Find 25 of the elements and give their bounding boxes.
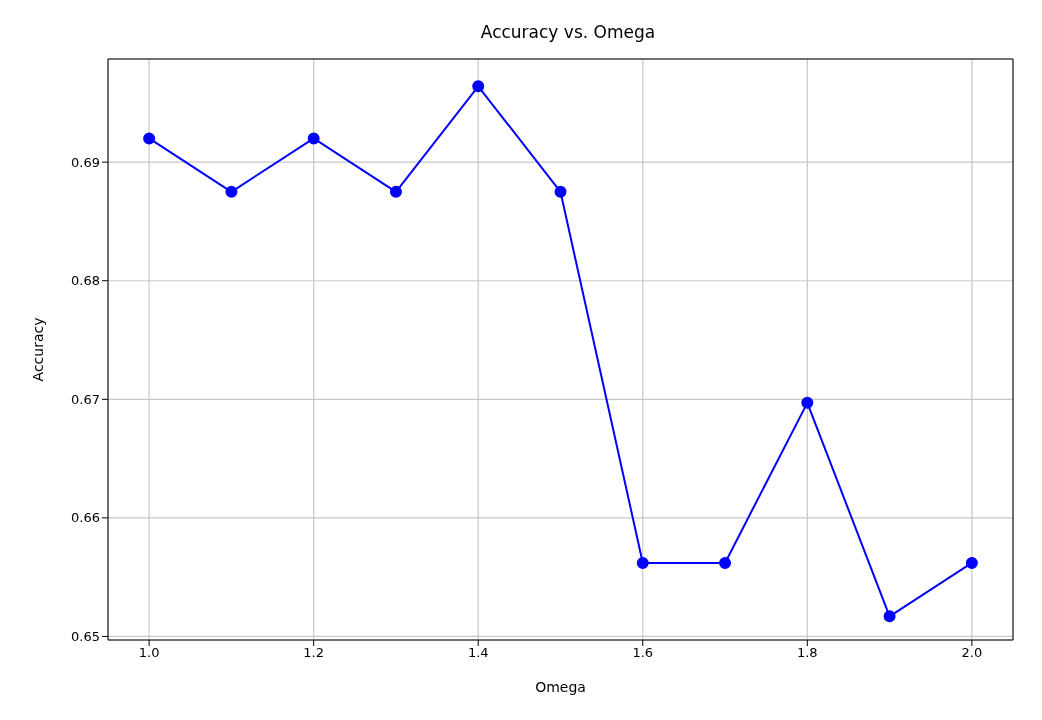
point <box>965 556 978 569</box>
x-tick-label: 1.8 <box>796 645 818 661</box>
point <box>307 132 320 145</box>
x-tick-label: 1.4 <box>467 645 489 661</box>
x-axis-title: Omega <box>535 679 586 695</box>
x-tick-label: 2.0 <box>961 645 983 661</box>
point <box>719 556 732 569</box>
point <box>883 610 896 623</box>
y-axis-title: Accuracy <box>29 317 46 382</box>
point <box>472 80 485 93</box>
point <box>636 556 649 569</box>
point <box>554 185 567 198</box>
point <box>143 132 156 145</box>
point <box>389 185 402 198</box>
chart-title: Accuracy vs. Omega <box>479 21 657 44</box>
point <box>225 185 238 198</box>
y-tick-label: 0.66 <box>71 510 100 526</box>
y-tick-label: 0.68 <box>71 273 100 289</box>
x-tick-label: 1.2 <box>303 645 325 661</box>
point <box>801 396 814 409</box>
x-tick-label: 1.6 <box>632 645 654 661</box>
x-tick-label: 1.0 <box>138 645 160 661</box>
y-tick-label: 0.65 <box>71 629 100 645</box>
y-tick-label: 0.67 <box>71 391 100 407</box>
y-tick-label: 0.69 <box>71 154 100 170</box>
